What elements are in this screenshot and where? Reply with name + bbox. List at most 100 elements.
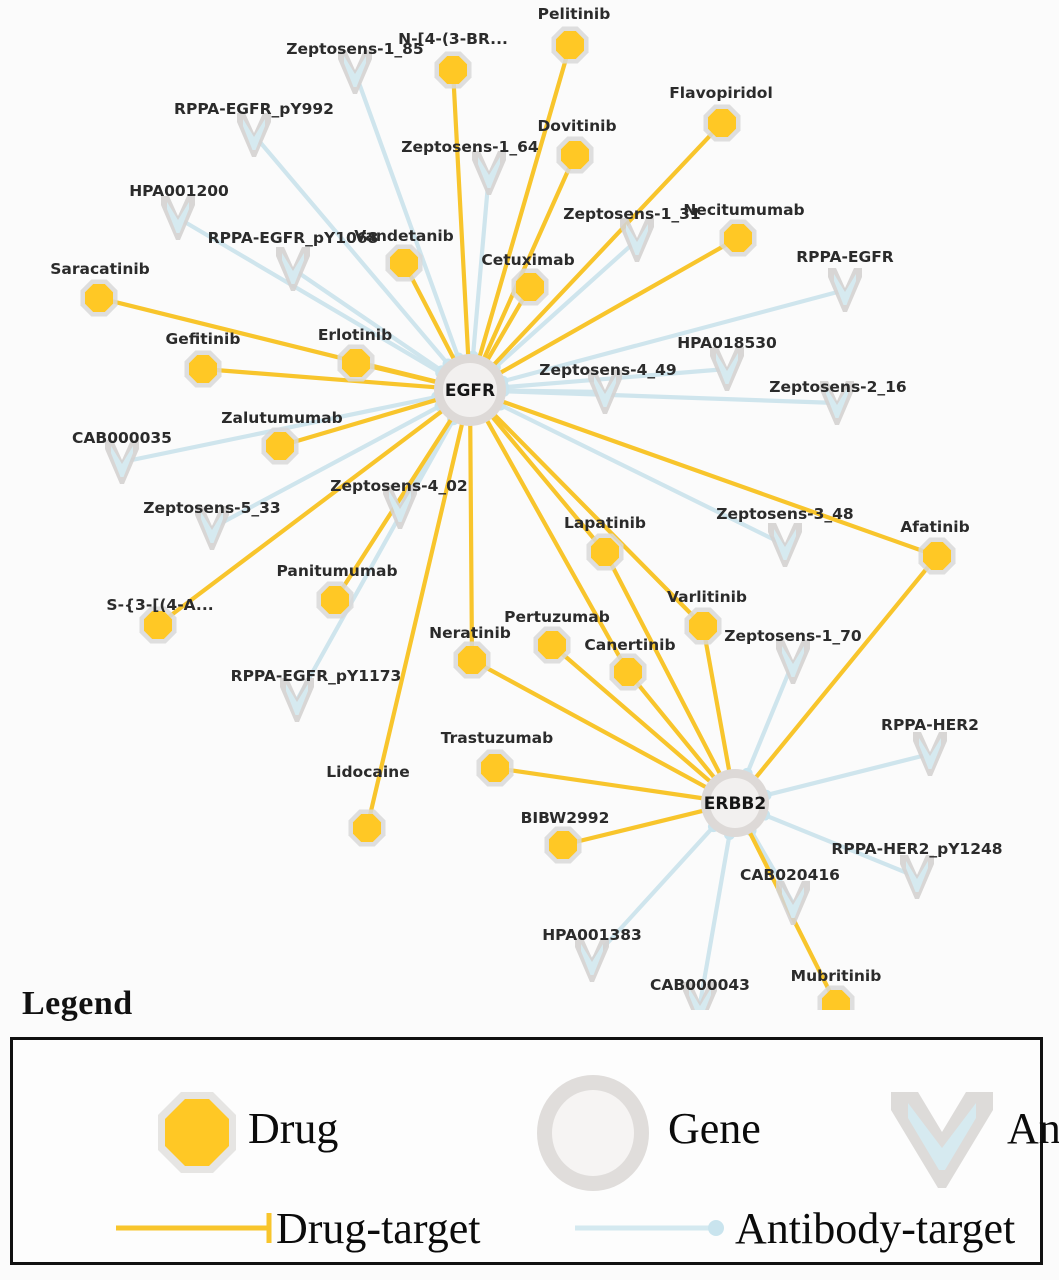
drug-node-label: Varlitinib <box>667 588 747 606</box>
legend-node-label-drug: Drug <box>248 1104 339 1153</box>
drug-node[interactable] <box>184 350 222 388</box>
antibody-node[interactable] <box>900 855 934 899</box>
antibody-node-label: CAB000043 <box>650 976 750 994</box>
antibody-node[interactable] <box>276 247 310 291</box>
legend-edge-label-drug-target: Drug-target <box>276 1204 481 1253</box>
antibody-node-label: HPA001200 <box>129 182 229 200</box>
network-edge <box>481 152 578 362</box>
drug-node[interactable] <box>316 581 354 619</box>
legend-node-label-gene: Gene <box>668 1104 761 1153</box>
drug-node[interactable] <box>533 626 571 664</box>
network-edge <box>493 237 640 370</box>
antibody-node-label: Zeptosens-4_49 <box>539 361 676 379</box>
gene-node[interactable] <box>701 769 769 837</box>
antibody-node-label: Zeptosens-1_31 <box>563 205 700 223</box>
antibody-node-label: CAB000035 <box>72 429 172 447</box>
network-edge <box>364 420 465 831</box>
network-edge <box>294 417 456 703</box>
antibody-node[interactable] <box>913 732 947 776</box>
drug-node-label: Zalutumumab <box>221 409 342 427</box>
drug-node-label: Canertinib <box>584 636 675 654</box>
antibody-node-label: RPPA-EGFR_pY1173 <box>231 667 402 685</box>
antibody-node-label: HPA018530 <box>677 334 777 352</box>
antibody-node-label: RPPA-HER2 <box>881 716 979 734</box>
network-edge <box>209 403 443 531</box>
antibody-node[interactable] <box>280 678 314 722</box>
network-edge <box>625 669 717 781</box>
drug-node[interactable] <box>80 279 118 317</box>
antibody-node[interactable] <box>683 982 717 1010</box>
drug-node-label: Dovitinib <box>537 117 616 135</box>
drug-node[interactable] <box>918 537 956 575</box>
drug-node[interactable] <box>703 104 741 142</box>
drug-node[interactable] <box>684 607 722 645</box>
drug-node-label: N-[4-(3-BR... <box>398 30 508 48</box>
antibody-node[interactable] <box>105 440 139 484</box>
antibody-node[interactable] <box>828 268 862 312</box>
legend-node-label-antibody: Antibody <box>1007 1104 1059 1153</box>
network-edge <box>602 549 723 777</box>
drug-node[interactable] <box>261 427 299 465</box>
drug-node[interactable] <box>719 219 757 257</box>
gene-node[interactable] <box>434 354 506 426</box>
drug-node[interactable] <box>544 826 582 864</box>
drug-node[interactable] <box>511 268 549 306</box>
network-edge <box>745 659 796 776</box>
drug-node[interactable] <box>139 606 177 644</box>
antibody-target-edge-icon <box>575 1220 724 1236</box>
antibody-node[interactable] <box>472 151 506 195</box>
antibody-node[interactable] <box>620 218 654 262</box>
drug-node-label: Lidocaine <box>326 763 409 781</box>
network-edge <box>498 402 788 548</box>
nodes-layer <box>80 26 956 1011</box>
antibody-node[interactable] <box>588 370 622 414</box>
gene-ring-icon <box>537 1075 649 1191</box>
network-edge <box>484 417 631 675</box>
antibody-node[interactable] <box>237 113 271 157</box>
antibody-node[interactable] <box>575 938 609 982</box>
drug-node[interactable] <box>434 51 472 89</box>
drug-node[interactable] <box>337 344 375 382</box>
drug-node-label: Trastuzumab <box>441 729 553 747</box>
antibody-node[interactable] <box>195 506 229 550</box>
drug-target-edge-icon <box>116 1213 272 1243</box>
legend-graphics <box>116 1075 993 1243</box>
network-edge <box>155 408 445 628</box>
antibody-node-label: HPA001383 <box>542 926 642 944</box>
antibody-node[interactable] <box>820 381 854 425</box>
drug-node[interactable] <box>348 809 386 847</box>
network-edge <box>501 388 608 395</box>
gene-node-label: EGFR <box>445 381 495 401</box>
drug-node[interactable] <box>453 641 491 679</box>
drug-node[interactable] <box>476 749 514 787</box>
network-edge <box>290 266 445 373</box>
drug-node[interactable] <box>586 533 624 571</box>
network-edge <box>753 553 940 781</box>
antibody-node[interactable] <box>776 881 810 925</box>
network-edge <box>762 812 920 880</box>
network-edge <box>700 623 732 774</box>
drug-node-label: Saracatinib <box>50 260 150 278</box>
antibody-node[interactable] <box>710 347 744 391</box>
antibody-node[interactable] <box>383 485 417 529</box>
drug-node[interactable] <box>609 653 647 691</box>
drug-node[interactable] <box>551 26 589 64</box>
network-edge <box>549 642 713 785</box>
drug-node[interactable] <box>385 244 423 282</box>
drug-node[interactable] <box>817 985 855 1011</box>
antibody-node[interactable] <box>768 523 802 567</box>
antibody-node-label: Zeptosens-1_85 <box>286 40 423 58</box>
network-edge <box>697 832 732 1007</box>
antibody-node[interactable] <box>161 196 195 240</box>
antibody-node-label: Zeptosens-3_48 <box>716 505 853 523</box>
antibody-node-label: Zeptosens-1_64 <box>401 138 539 156</box>
network-edge <box>491 120 725 368</box>
network-edge <box>468 421 475 663</box>
drug-node[interactable] <box>556 136 594 174</box>
drug-node-label: S-{3-[(4-A... <box>106 596 213 614</box>
drug-node-label: Afatinib <box>900 518 969 536</box>
network-edge <box>200 366 439 390</box>
antibody-node[interactable] <box>338 50 372 94</box>
canvas-background <box>0 0 1059 1010</box>
antibody-node[interactable] <box>776 640 810 684</box>
